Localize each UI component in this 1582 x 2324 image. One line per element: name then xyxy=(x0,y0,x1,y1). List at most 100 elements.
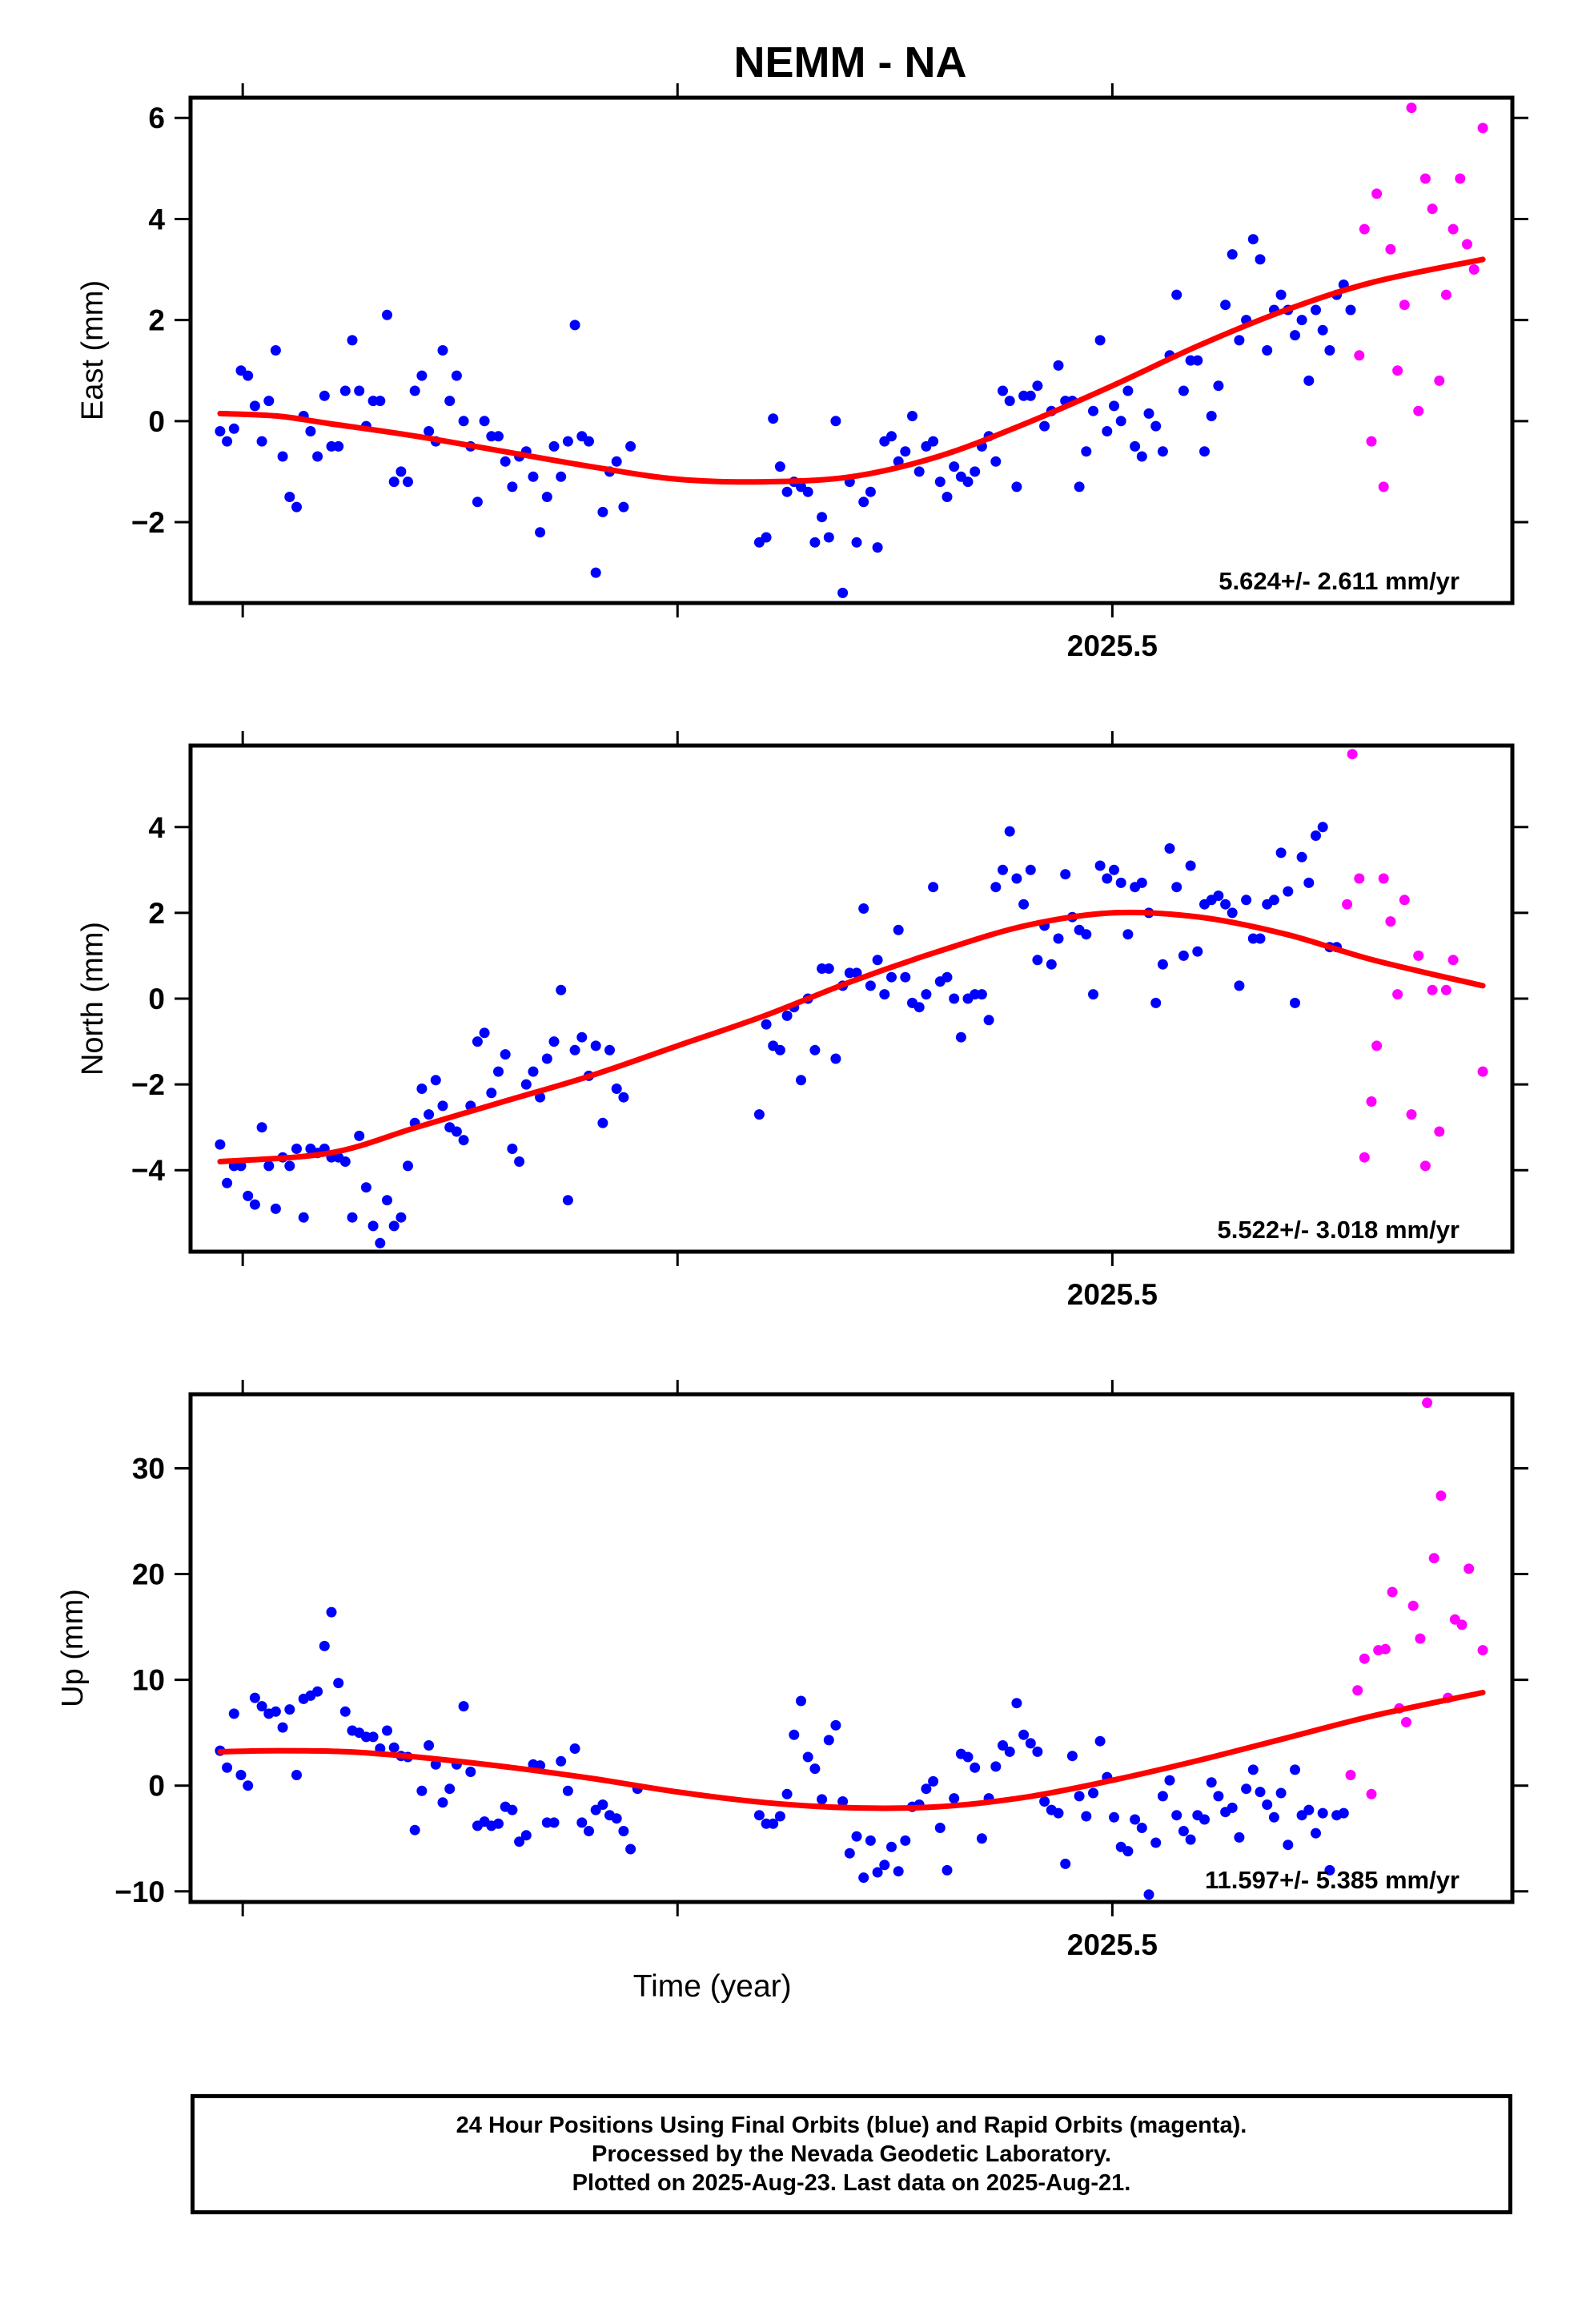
final-orbit-point xyxy=(1311,830,1321,841)
final-orbit-point xyxy=(1255,254,1266,265)
final-orbit-point xyxy=(886,971,897,983)
final-orbit-point xyxy=(569,1044,580,1055)
final-orbit-point xyxy=(493,431,504,442)
final-orbit-point xyxy=(416,1084,428,1094)
final-orbit-point xyxy=(774,1811,785,1822)
final-orbit-point xyxy=(1275,289,1287,300)
final-orbit-point xyxy=(409,385,420,396)
final-orbit-point xyxy=(1171,1810,1182,1821)
final-orbit-point xyxy=(1088,405,1098,416)
final-orbit-point xyxy=(1025,1738,1036,1749)
final-orbit-point xyxy=(1081,446,1092,457)
final-orbit-point xyxy=(403,1160,413,1172)
final-orbit-point xyxy=(1178,1826,1189,1836)
final-orbit-point xyxy=(774,1044,785,1055)
final-orbit-point xyxy=(970,1762,981,1773)
final-orbit-point xyxy=(1303,1804,1315,1815)
final-orbit-point xyxy=(913,466,925,477)
rapid-orbit-point xyxy=(1359,1653,1370,1664)
final-orbit-point xyxy=(270,345,281,356)
final-orbit-point xyxy=(781,1010,793,1021)
rapid-orbit-point xyxy=(1422,1397,1433,1409)
final-orbit-point xyxy=(1157,1791,1168,1802)
rapid-orbit-point xyxy=(1378,873,1389,884)
rapid-orbit-point xyxy=(1428,1553,1439,1564)
final-orbit-point xyxy=(382,1725,392,1736)
final-orbit-point xyxy=(284,1160,295,1172)
rapid-orbit-point xyxy=(1352,1685,1363,1696)
final-orbit-point xyxy=(1255,933,1266,944)
final-orbit-point xyxy=(1136,877,1147,888)
final-orbit-point xyxy=(1262,1799,1273,1810)
final-orbit-point xyxy=(291,501,302,513)
final-orbit-point xyxy=(1032,1746,1043,1757)
final-orbit-point xyxy=(949,461,960,472)
final-orbit-point xyxy=(479,416,490,427)
final-orbit-point xyxy=(1039,1796,1050,1807)
final-orbit-point xyxy=(507,1144,518,1154)
final-orbit-point xyxy=(781,1788,793,1799)
rapid-orbit-point xyxy=(1462,239,1472,250)
final-orbit-point xyxy=(753,1810,765,1821)
final-orbit-point xyxy=(1290,997,1300,1008)
final-orbit-point xyxy=(576,1817,588,1828)
final-orbit-point xyxy=(291,1144,302,1154)
final-orbit-point xyxy=(235,1770,247,1780)
panel-frame xyxy=(188,743,1515,1254)
final-orbit-point xyxy=(872,955,883,966)
rapid-orbit-point xyxy=(1379,1643,1391,1655)
final-orbit-point xyxy=(1109,864,1119,875)
final-orbit-point xyxy=(1109,400,1119,412)
fit-curve xyxy=(217,256,1486,485)
final-orbit-point xyxy=(548,440,560,452)
final-orbit-point xyxy=(444,1783,456,1795)
final-orbit-point xyxy=(1255,1787,1266,1798)
x-axis-label: Time (year) xyxy=(633,1969,792,2004)
final-orbit-point xyxy=(990,456,1002,467)
final-orbit-point xyxy=(1164,843,1175,854)
final-orbit-point xyxy=(305,426,316,436)
final-orbit-point xyxy=(1213,891,1224,901)
final-orbit-point xyxy=(1136,1823,1147,1833)
final-orbit-point xyxy=(465,1767,476,1777)
final-orbit-point xyxy=(1241,1783,1252,1795)
final-orbit-point xyxy=(802,486,813,497)
rapid-orbit-point xyxy=(1385,916,1396,927)
final-orbit-point xyxy=(990,882,1002,893)
final-orbit-point xyxy=(1234,1831,1245,1843)
final-orbit-point xyxy=(949,993,960,1004)
final-orbit-point xyxy=(1324,1864,1335,1876)
rapid-orbit-point xyxy=(1407,1600,1419,1611)
final-orbit-point xyxy=(611,1084,622,1094)
final-orbit-point xyxy=(382,309,392,320)
y-tick-label: −10 xyxy=(114,1876,165,1908)
final-orbit-point xyxy=(858,497,869,508)
final-orbit-point xyxy=(535,527,546,538)
rapid-orbit-point xyxy=(1477,1645,1488,1656)
rapid-orbit-point xyxy=(1347,749,1358,760)
final-orbit-point xyxy=(1150,997,1162,1008)
final-orbit-point xyxy=(339,1156,351,1167)
final-orbit-point xyxy=(451,370,462,381)
rapid-orbit-point xyxy=(1371,1040,1383,1051)
final-orbit-point xyxy=(409,1824,420,1835)
rapid-orbit-point xyxy=(1464,1563,1475,1574)
final-orbit-point xyxy=(913,1002,925,1013)
final-orbit-point xyxy=(333,440,344,452)
rapid-orbit-point xyxy=(1345,1770,1356,1780)
final-orbit-point xyxy=(256,436,267,447)
final-orbit-point xyxy=(1185,1834,1196,1845)
y-tick-label: 4 xyxy=(148,203,165,235)
final-orbit-point xyxy=(277,1722,288,1733)
final-orbit-point xyxy=(416,370,428,381)
final-orbit-point xyxy=(222,436,233,447)
final-orbit-point xyxy=(858,903,869,914)
final-orbit-point xyxy=(893,924,904,935)
final-orbit-point xyxy=(424,426,435,436)
rate-label: 5.624+/- 2.611 mm/yr xyxy=(1219,567,1460,595)
chart-title: NEMM - NA xyxy=(734,38,967,86)
final-orbit-point xyxy=(851,1831,862,1842)
final-orbit-point xyxy=(1122,1846,1134,1857)
rapid-orbit-point xyxy=(1366,436,1377,447)
final-orbit-point xyxy=(228,1708,239,1719)
